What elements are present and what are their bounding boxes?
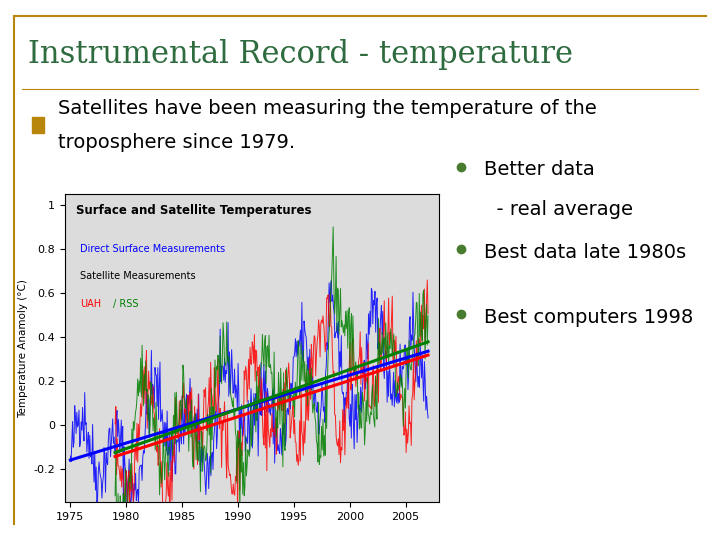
Text: Instrumental Record - temperature: Instrumental Record - temperature (28, 38, 573, 70)
Bar (32, 117, 44, 133)
Text: Satellites have been measuring the temperature of the: Satellites have been measuring the tempe… (58, 99, 597, 118)
Text: Direct Surface Measurements: Direct Surface Measurements (80, 244, 225, 254)
Text: Better data: Better data (484, 160, 595, 179)
Text: Satellite Measurements: Satellite Measurements (80, 271, 195, 281)
Y-axis label: Temperature Anamoly (°C): Temperature Anamoly (°C) (18, 279, 28, 418)
Text: / RSS: / RSS (114, 299, 139, 309)
Text: Surface and Satellite Temperatures: Surface and Satellite Temperatures (76, 204, 312, 217)
Text: Best computers 1998: Best computers 1998 (484, 308, 693, 327)
Text: Best data late 1980s: Best data late 1980s (484, 243, 686, 262)
Text: troposphere since 1979.: troposphere since 1979. (58, 133, 295, 152)
Text: - real average: - real average (484, 200, 633, 219)
Text: UAH: UAH (80, 299, 101, 309)
